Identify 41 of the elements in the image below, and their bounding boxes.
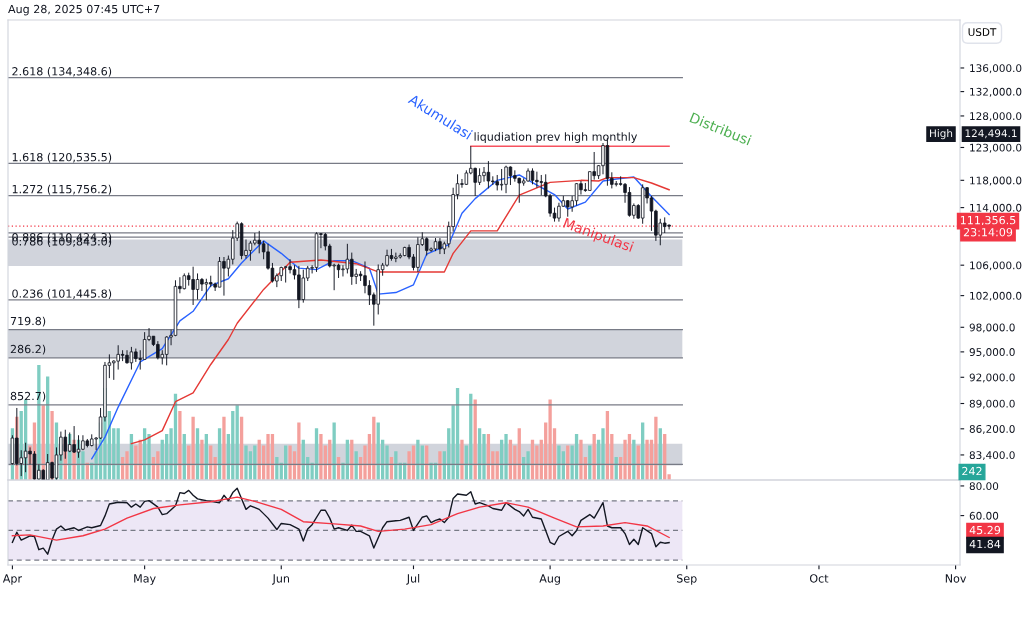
x-tick-label: Oct [809,574,829,583]
y-tick-label: 132,000.0 [970,87,1022,97]
y-tick-label: 128,000.0 [970,112,1022,122]
ref-line-label: 0.236 (101,445.8) [12,289,112,300]
y-tick-label: 95,000.0 [969,348,1015,358]
ref-line-label: 1.272 (115,756.2) [12,184,112,195]
annotation: 852.7) [10,391,46,402]
text: 41.84 [969,539,1001,549]
x-tick-label: Apr [2,574,23,585]
y-tick-label: 106,000.0 [970,261,1022,271]
y-tick-label: 136,000.0 [970,64,1022,74]
y-tick-label: 60.00 [969,511,999,520]
ref-line-label: 2.618 (134,348.6) [12,66,112,77]
annotation: liqudiation prev high monthly [474,132,638,143]
y-tick-label: 86,200.0 [969,425,1015,434]
x-tick-label: Aug [539,574,560,585]
x-tick-label: Nov [945,574,967,583]
x-tick-label: May [134,574,156,585]
y-tick-label: 98,000.0 [969,323,1015,333]
y-tick-label: 89,000.0 [969,399,1015,409]
annotation: High [930,129,953,140]
y-tick-label: 80.00 [969,482,999,491]
y-tick-label: 114,000.0 [970,203,1022,213]
annotation: 719.8) [10,316,46,327]
annotation: 286.2) [10,344,46,355]
text: 45.29 [969,525,1001,535]
y-tick-label: 92,000.0 [969,373,1015,383]
y-tick-label: 83,400.0 [969,451,1015,461]
text: 124,494.1 [965,129,1017,139]
x-tick-label: Jun [272,574,289,585]
x-tick-label: Sep [677,574,697,585]
y-axis-title: USDT [968,28,997,37]
text: 23:14:09 [963,227,1013,237]
chart-title: Aug 28, 2025 07:45 UTC+7 [8,4,160,16]
y-tick-label: 123,000.0 [970,143,1022,153]
text: 111,356.5 [960,215,1016,226]
y-tick-label: 118,000.0 [970,176,1022,186]
text: 242 [962,466,982,476]
x-tick-label: Jul [406,574,420,585]
ref-line-label: 1.618 (120,535.5) [12,152,112,163]
y-tick-label: 102,000.0 [970,291,1022,301]
